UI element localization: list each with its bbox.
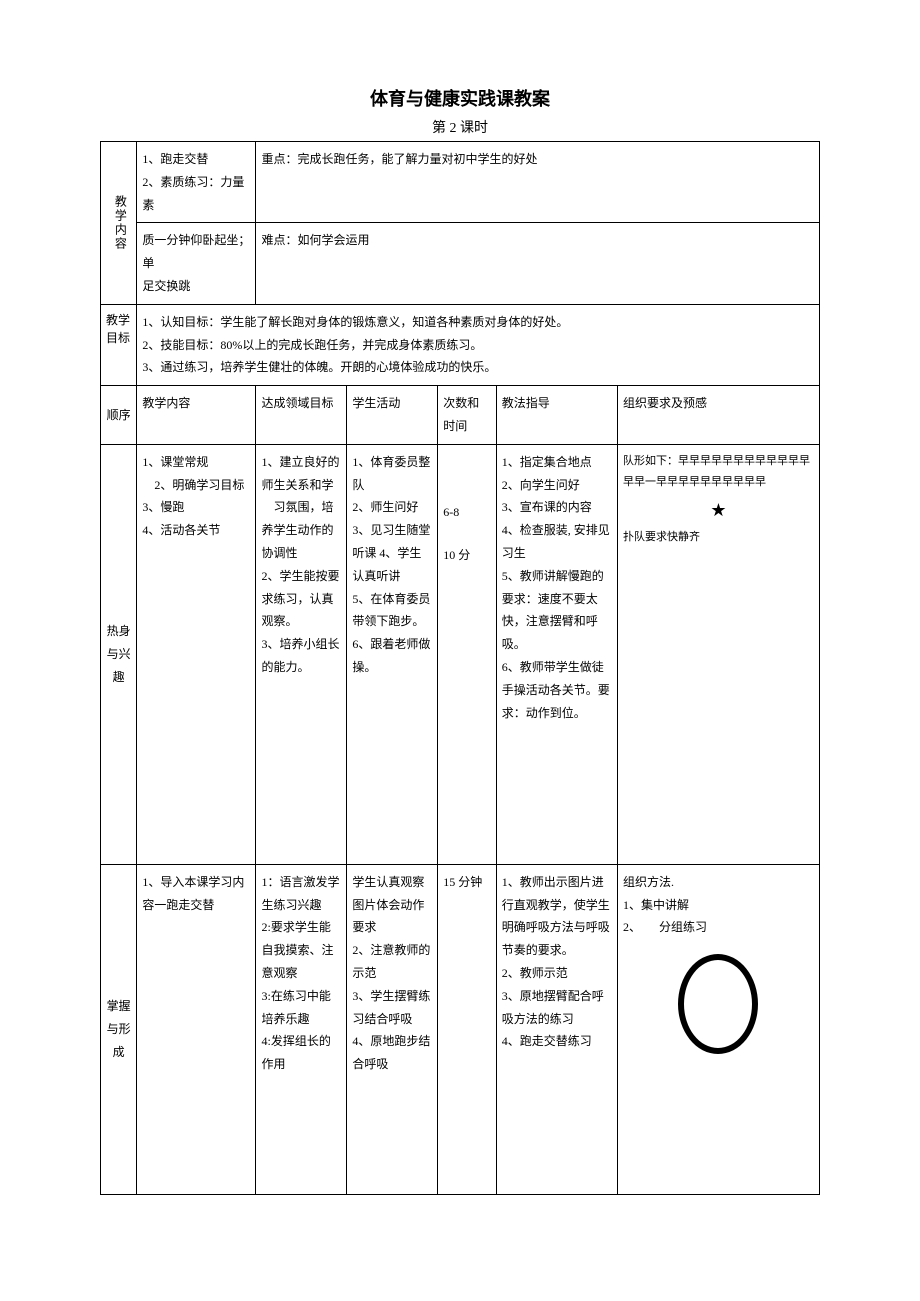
goal-line: 1：语言激发学生练习兴趣 bbox=[261, 871, 341, 917]
section-label: 掌握与形成 bbox=[101, 864, 137, 1194]
table-row: 教学目标 1、认知目标：学生能了解长跑对身体的锻炼意义，知道各种素质对身体的好处… bbox=[101, 304, 820, 385]
content-cell: 1、课堂常规 2、明确学习目标 3、慢跑 4、活动各关节 bbox=[137, 444, 256, 864]
teaching-content-cell: 1、跑走交替 2、素质练习：力量素 bbox=[137, 142, 256, 223]
activity-line: 2、师生问好 bbox=[352, 496, 432, 519]
col-activities: 学生活动 bbox=[347, 386, 438, 445]
method-line: 3、原地摆臂配合呼吸方法的练习 bbox=[502, 985, 612, 1031]
org-line: 组织方法. bbox=[623, 871, 814, 894]
activity-line: 2、注意教师的示范 bbox=[352, 939, 432, 985]
goal-line: 1、认知目标：学生能了解长跑对身体的锻炼意义，知道各种素质对身体的好处。 bbox=[142, 311, 814, 334]
table-header-row: 顺序 教学内容 达成领域目标 学生活动 次数和时间 教法指导 组织要求及预感 bbox=[101, 386, 820, 445]
col-org: 组织要求及预感 bbox=[617, 386, 819, 445]
content-line: 1、导入本课学习内容一跑走交替 bbox=[142, 871, 250, 917]
goal-line: 1、建立良好的师生关系和学 bbox=[261, 451, 341, 497]
teaching-content-cell: 质一分钟仰卧起坐；单 足交换跳 bbox=[137, 223, 256, 304]
content-line: 1、课堂常规 bbox=[142, 451, 250, 474]
goals-cell: 1：语言激发学生练习兴趣 2:要求学生能自我摸索、注意观察 3:在练习中能培养乐… bbox=[256, 864, 347, 1194]
content-line: 质一分钟仰卧起坐；单 bbox=[142, 229, 250, 275]
org-line: 扑队要求快静齐 bbox=[623, 527, 814, 548]
page-subtitle: 第 2 课时 bbox=[100, 117, 820, 137]
org-cell: 队形如下：早早早早早早早早早早早早早早一早早早早早早早早早早 ★ 扑队要求快静齐 bbox=[617, 444, 819, 864]
page-title: 体育与健康实践课教案 bbox=[100, 85, 820, 111]
teaching-goal-label: 教学目标 bbox=[101, 304, 137, 385]
activity-line: 3、见习生随堂听课 4、学生认真听讲 bbox=[352, 519, 432, 587]
activity-line: 学生认真观察图片体会动作要求 bbox=[352, 871, 432, 939]
goal-line: 3、培养小组长的能力。 bbox=[261, 633, 341, 679]
activity-line: 6、跟着老师做操。 bbox=[352, 633, 432, 679]
table-row: 教学内容 1、跑走交替 2、素质练习：力量素 重点：完成长跑任务，能了解力量对初… bbox=[101, 142, 820, 223]
content-line: 2、明确学习目标 bbox=[142, 474, 250, 497]
org-line: 队形如下：早早早早早早早早早早早早早早一早早早早早早早早早早 bbox=[623, 451, 814, 493]
goal-line: 3:在练习中能培养乐趣 bbox=[261, 985, 341, 1031]
table-row: 质一分钟仰卧起坐；单 足交换跳 难点：如何学会运用 bbox=[101, 223, 820, 304]
activities-cell: 1、体育委员整队 2、师生问好 3、见习生随堂听课 4、学生认真听讲 5、在体育… bbox=[347, 444, 438, 864]
activities-cell: 学生认真观察图片体会动作要求 2、注意教师的示范 3、学生摆臂练习结合呼吸 4、… bbox=[347, 864, 438, 1194]
teaching-goal-cell: 1、认知目标：学生能了解长跑对身体的锻炼意义，知道各种素质对身体的好处。 2、技… bbox=[137, 304, 820, 385]
activity-line: 1、体育委员整队 bbox=[352, 451, 432, 497]
method-line: 5、教师讲解慢跑的要求：速度不要太快，注意摆臂和呼吸。 bbox=[502, 565, 612, 656]
goal-line: 2:要求学生能自我摸索、注意观察 bbox=[261, 916, 341, 984]
method-line: 4、跑走交替练习 bbox=[502, 1030, 612, 1053]
method-line: 1、指定集合地点 bbox=[502, 451, 612, 474]
col-methods: 教法指导 bbox=[496, 386, 617, 445]
content-line: 1、跑走交替 bbox=[142, 148, 250, 171]
star-icon: ★ bbox=[623, 493, 814, 527]
goal-line: 习氛围，培养学生动作的协调性 bbox=[261, 496, 341, 564]
activity-line: 3、学生摆臂练习结合呼吸 bbox=[352, 985, 432, 1031]
col-order: 顺序 bbox=[101, 386, 137, 445]
methods-cell: 1、指定集合地点 2、向学生问好 3、宣布课的内容 4、检查服装, 安排见习生 … bbox=[496, 444, 617, 864]
content-line: 4、活动各关节 bbox=[142, 519, 250, 542]
activity-line: 4、原地跑步结合呼吸 bbox=[352, 1030, 432, 1076]
goal-line: 4:发挥组长的作用 bbox=[261, 1030, 341, 1076]
table-row-warmup: 热身与兴趣 1、课堂常规 2、明确学习目标 3、慢跑 4、活动各关节 1、建立良… bbox=[101, 444, 820, 864]
goal-line: 3、通过练习，培养学生健壮的体魄。开朗的心境体验成功的快乐。 bbox=[142, 356, 814, 379]
goal-line: 2、学生能按要求练习，认真观察。 bbox=[261, 565, 341, 633]
org-line: 2、 分组练习 bbox=[623, 916, 814, 939]
content-cell: 1、导入本课学习内容一跑走交替 bbox=[137, 864, 256, 1194]
difficulty-cell: 难点：如何学会运用 bbox=[256, 223, 820, 304]
section-label: 热身与兴趣 bbox=[101, 444, 137, 864]
col-goals: 达成领域目标 bbox=[256, 386, 347, 445]
goal-line: 2、技能目标：80%以上的完成长跑任务，并完成身体素质练习。 bbox=[142, 334, 814, 357]
time-line: 10 分 bbox=[443, 544, 491, 567]
methods-cell: 1、教师出示图片进行直观教学，使学生明确呼吸方法与呼吸节奏的要求。 2、教师示范… bbox=[496, 864, 617, 1194]
method-line: 1、教师出示图片进行直观教学，使学生明确呼吸方法与呼吸节奏的要求。 bbox=[502, 871, 612, 962]
teaching-content-label: 教学内容 bbox=[101, 142, 137, 305]
org-cell: 组织方法. 1、集中讲解 2、 分组练习 bbox=[617, 864, 819, 1194]
times-cell: 15 分钟 bbox=[438, 864, 497, 1194]
activity-line: 5、在体育委员带领下跑步。 bbox=[352, 588, 432, 634]
focus-cell: 重点：完成长跑任务，能了解力量对初中学生的好处 bbox=[256, 142, 820, 223]
table-row-master: 掌握与形成 1、导入本课学习内容一跑走交替 1：语言激发学生练习兴趣 2:要求学… bbox=[101, 864, 820, 1194]
method-line: 2、教师示范 bbox=[502, 962, 612, 985]
col-times: 次数和时间 bbox=[438, 386, 497, 445]
circle-icon bbox=[678, 954, 758, 1054]
col-content: 教学内容 bbox=[137, 386, 256, 445]
method-line: 3、宣布课的内容 bbox=[502, 496, 612, 519]
lesson-plan-table: 教学内容 1、跑走交替 2、素质练习：力量素 重点：完成长跑任务，能了解力量对初… bbox=[100, 141, 820, 1195]
content-line: 3、慢跑 bbox=[142, 496, 250, 519]
content-line: 2、素质练习：力量素 bbox=[142, 171, 250, 217]
method-line: 6、教师带学生做徒手操活动各关节。要求：动作到位。 bbox=[502, 656, 612, 724]
times-cell: 6-8 10 分 bbox=[438, 444, 497, 864]
goals-cell: 1、建立良好的师生关系和学 习氛围，培养学生动作的协调性 2、学生能按要求练习，… bbox=[256, 444, 347, 864]
method-line: 2、向学生问好 bbox=[502, 474, 612, 497]
method-line: 4、检查服装, 安排见习生 bbox=[502, 519, 612, 565]
time-line: 6-8 bbox=[443, 501, 491, 524]
org-line: 1、集中讲解 bbox=[623, 894, 814, 917]
content-line: 足交换跳 bbox=[142, 275, 250, 298]
